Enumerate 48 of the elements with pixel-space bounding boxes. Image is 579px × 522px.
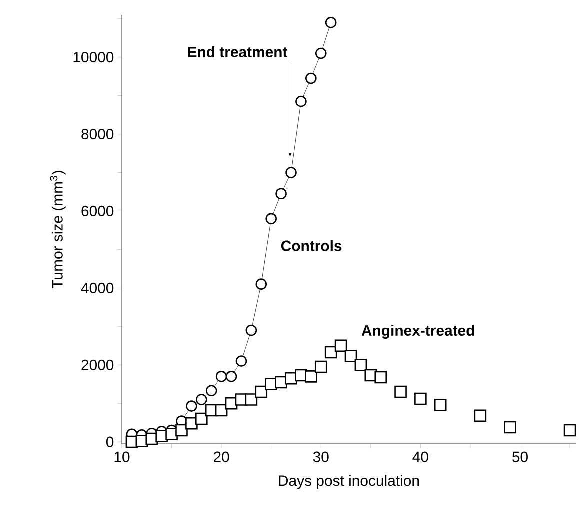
point bbox=[564, 424, 576, 437]
x-tick-label: 30 bbox=[313, 452, 329, 462]
point bbox=[314, 360, 328, 374]
point bbox=[246, 324, 258, 336]
x-axis-title: Days post inoculation bbox=[279, 475, 420, 490]
y-tick-label: 10000 bbox=[74, 52, 114, 63]
point bbox=[414, 392, 427, 406]
y-axis-title: Tumor size (mm$^{3}$) bbox=[50, 171, 66, 289]
point bbox=[226, 371, 238, 382]
point bbox=[315, 48, 327, 60]
y-tick-label: 4000 bbox=[81, 282, 114, 294]
point bbox=[196, 412, 208, 426]
point bbox=[266, 213, 277, 225]
y-tick-label: 2000 bbox=[82, 360, 114, 370]
point bbox=[256, 278, 268, 290]
point bbox=[334, 340, 348, 352]
y-tick-label: 0 bbox=[106, 436, 114, 448]
x-tick-label: 10 bbox=[114, 452, 130, 462]
point bbox=[305, 370, 318, 383]
point bbox=[325, 17, 337, 28]
x-tick-label: 40 bbox=[412, 452, 428, 462]
point bbox=[196, 394, 208, 406]
point bbox=[286, 167, 297, 178]
point bbox=[206, 385, 218, 397]
point bbox=[216, 371, 228, 382]
point bbox=[176, 424, 188, 437]
series-label: Controls bbox=[281, 240, 342, 252]
point bbox=[276, 188, 287, 200]
point bbox=[504, 421, 516, 434]
point bbox=[245, 394, 258, 406]
point bbox=[354, 358, 368, 372]
series-label: Anginex-treated bbox=[362, 325, 474, 340]
point bbox=[236, 356, 248, 367]
point bbox=[374, 371, 388, 384]
point bbox=[255, 386, 268, 398]
point bbox=[434, 398, 447, 412]
y-tick-label: 8000 bbox=[82, 128, 114, 140]
point bbox=[186, 400, 198, 412]
point bbox=[306, 72, 317, 84]
point bbox=[394, 386, 407, 398]
x-tick-label: 20 bbox=[214, 452, 230, 462]
point bbox=[344, 350, 358, 362]
y-tick-label: 6000 bbox=[82, 206, 114, 217]
point bbox=[186, 417, 198, 430]
point bbox=[474, 410, 487, 422]
x-tick-label: 50 bbox=[512, 452, 528, 462]
point bbox=[296, 96, 307, 108]
annotation: End treatment bbox=[188, 46, 288, 58]
